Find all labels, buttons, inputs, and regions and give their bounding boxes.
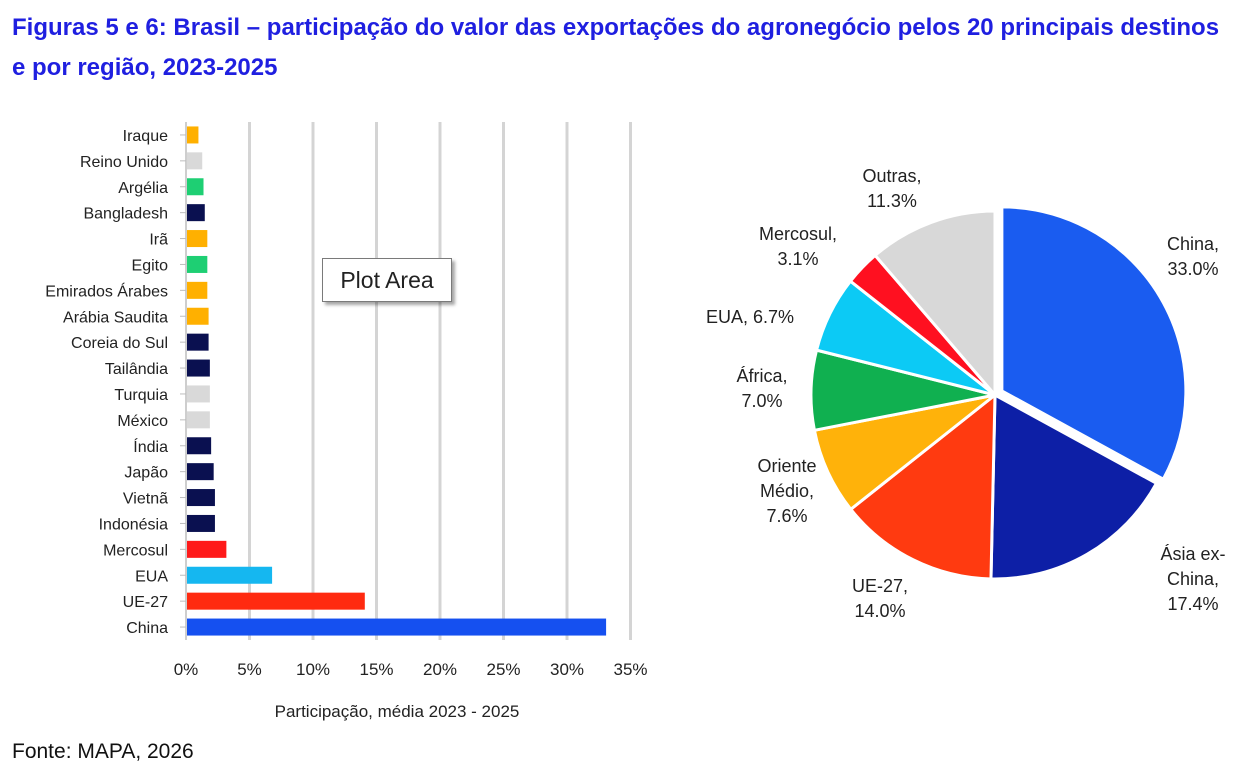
- category-label: Bangladesh: [83, 206, 168, 223]
- pie-label: Mercosul,: [759, 224, 837, 244]
- x-tick-label: 30%: [550, 660, 584, 679]
- pie-label: Oriente: [757, 456, 816, 476]
- category-label: Tailândia: [105, 361, 168, 378]
- x-axis-title: Participação, média 2023 - 2025: [275, 702, 520, 721]
- bar: [187, 126, 199, 144]
- bar: [187, 178, 204, 196]
- category-label: Irã: [149, 232, 168, 249]
- pie-label: 11.3%: [867, 191, 917, 211]
- pie-label: Outras,: [862, 166, 921, 186]
- pie-slice: [873, 209, 997, 400]
- category-label: Indonésia: [99, 516, 168, 533]
- x-tick-label: 0%: [174, 660, 199, 679]
- bar: [187, 489, 215, 507]
- pie-chart: China, 33.0% Ásia ex- China, 17.4% UE-27, 14.0…: [706, 166, 1226, 621]
- category-label: Japão: [124, 465, 168, 482]
- bar: [187, 566, 273, 584]
- pie-label: Ásia ex-: [1160, 544, 1225, 564]
- pie-slice: [989, 392, 1159, 581]
- category-label: Egito: [132, 257, 169, 274]
- bar: [187, 255, 208, 273]
- pie-label: China,: [1167, 234, 1219, 254]
- bar: [187, 411, 210, 429]
- pie-label: China,: [1167, 569, 1219, 589]
- category-label: EUA: [135, 568, 168, 585]
- pie-label: 14.0%: [854, 601, 905, 621]
- pie-label: EUA, 6.7%: [706, 307, 794, 327]
- x-tick-label: 15%: [359, 660, 393, 679]
- category-label: Mercosul: [103, 542, 168, 559]
- pie-slice: [1000, 205, 1188, 482]
- bar: [187, 592, 365, 610]
- bar: [187, 230, 208, 248]
- pie-label: 7.6%: [766, 506, 807, 526]
- bar: [187, 359, 210, 377]
- bar: [187, 437, 212, 455]
- x-tick-label: 35%: [613, 660, 647, 679]
- bar: [187, 152, 203, 170]
- pie-label: 3.1%: [777, 249, 818, 269]
- bar: [187, 281, 208, 299]
- category-label: Vietnã: [123, 491, 168, 508]
- bar: [187, 540, 227, 558]
- figure-title: Figuras 5 e 6: Brasil – participação do …: [12, 14, 1220, 81]
- pie-label: África,: [736, 366, 787, 386]
- pie-slice: [848, 391, 997, 581]
- pie-label: 17.4%: [1167, 594, 1218, 614]
- category-label: Argélia: [118, 180, 168, 197]
- category-label: Arábia Saudita: [63, 309, 168, 326]
- bar: [187, 307, 209, 325]
- bar: [187, 463, 214, 481]
- bar: [187, 514, 215, 532]
- category-label: México: [117, 413, 168, 430]
- category-label: Turquia: [114, 387, 168, 404]
- category-label: China: [126, 620, 168, 637]
- category-label: Emirados Árabes: [45, 281, 168, 300]
- x-tick-label: 25%: [486, 660, 520, 679]
- bar: [187, 204, 205, 222]
- pie-label: 33.0%: [1167, 259, 1218, 279]
- bar: [187, 618, 607, 636]
- x-tick-label: 10%: [296, 660, 330, 679]
- category-label: Iraque: [123, 128, 168, 145]
- category-label: Índia: [133, 437, 168, 456]
- bar: [187, 333, 209, 351]
- x-tick-label: 5%: [237, 660, 262, 679]
- x-tick-label: 20%: [423, 660, 457, 679]
- pie-label: 7.0%: [741, 391, 782, 411]
- pie-label: UE-27,: [852, 576, 908, 596]
- plot-area-tooltip: Plot Area: [322, 258, 452, 302]
- bar-chart: 0% 5% 10% 15% 20% 25% 30% 35% Iraque Reino Unido A…: [45, 122, 648, 721]
- category-label: Reino Unido: [80, 154, 168, 171]
- category-label: UE-27: [123, 594, 168, 611]
- category-label: Coreia do Sul: [71, 335, 168, 352]
- source-note: Fonte: MAPA, 2026: [12, 740, 194, 763]
- bar: [187, 385, 210, 403]
- pie-label: Médio,: [760, 481, 814, 501]
